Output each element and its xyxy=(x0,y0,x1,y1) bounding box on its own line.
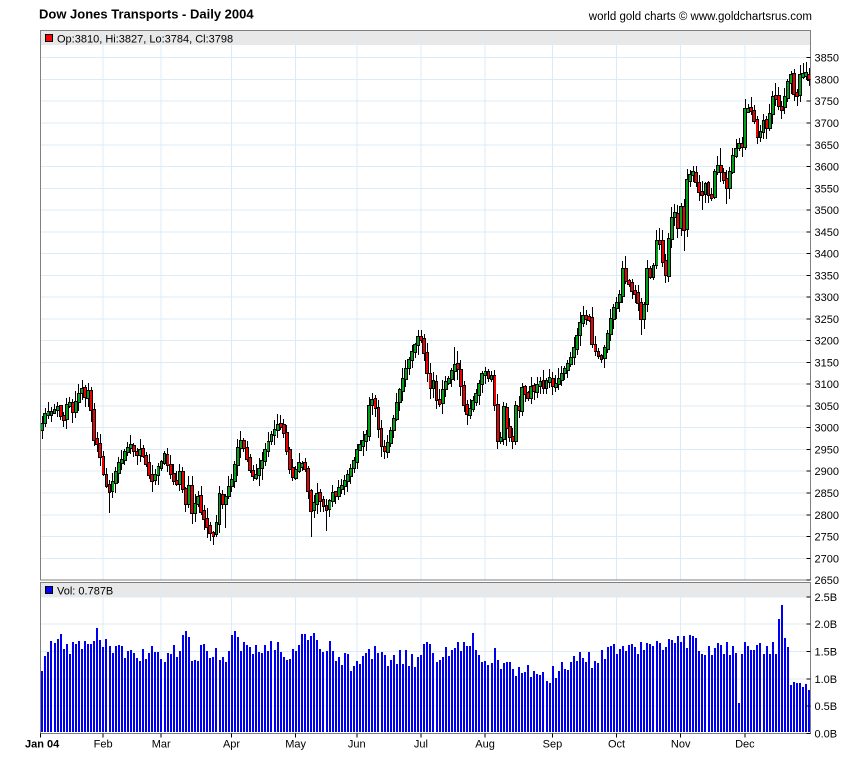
svg-text:Vol: 0.787B: Vol: 0.787B xyxy=(57,586,113,598)
svg-text:3000: 3000 xyxy=(815,423,839,435)
svg-text:Jun: Jun xyxy=(348,739,366,751)
svg-text:0.0B: 0.0B xyxy=(815,728,838,740)
svg-text:1.0B: 1.0B xyxy=(815,674,838,686)
svg-text:Dec: Dec xyxy=(735,739,755,751)
svg-text:3650: 3650 xyxy=(815,140,839,152)
svg-text:1.5B: 1.5B xyxy=(815,646,838,658)
svg-text:2650: 2650 xyxy=(815,575,839,587)
svg-text:3100: 3100 xyxy=(815,379,839,391)
svg-text:3150: 3150 xyxy=(815,357,839,369)
svg-text:2850: 2850 xyxy=(815,488,839,500)
svg-text:2900: 2900 xyxy=(815,466,839,478)
svg-text:3850: 3850 xyxy=(815,53,839,65)
svg-text:Feb: Feb xyxy=(94,739,113,751)
svg-text:2800: 2800 xyxy=(815,510,839,522)
svg-text:world gold charts © www.goldch: world gold charts © www.goldchartsrus.co… xyxy=(588,11,812,23)
svg-text:2950: 2950 xyxy=(815,445,839,457)
svg-text:Nov: Nov xyxy=(671,739,691,751)
svg-text:3450: 3450 xyxy=(815,227,839,239)
svg-text:0.5B: 0.5B xyxy=(815,701,838,713)
svg-text:2.5B: 2.5B xyxy=(815,592,838,604)
svg-text:Oct: Oct xyxy=(608,739,625,751)
svg-text:Dow Jones Transports - Daily 2: Dow Jones Transports - Daily 2004 xyxy=(39,7,254,22)
svg-text:3200: 3200 xyxy=(815,336,839,348)
svg-text:3250: 3250 xyxy=(815,314,839,326)
svg-text:2.0B: 2.0B xyxy=(815,619,838,631)
svg-text:May: May xyxy=(285,739,306,751)
svg-text:3500: 3500 xyxy=(815,205,839,217)
svg-text:Sep: Sep xyxy=(543,739,563,751)
svg-text:3750: 3750 xyxy=(815,96,839,108)
svg-text:Jul: Jul xyxy=(414,739,428,751)
svg-text:Jan 04: Jan 04 xyxy=(25,739,60,751)
svg-text:2700: 2700 xyxy=(815,553,839,565)
svg-text:Op:3810, Hi:3827, Lo:3784, Cl:: Op:3810, Hi:3827, Lo:3784, Cl:3798 xyxy=(57,34,233,46)
svg-text:Aug: Aug xyxy=(475,739,495,751)
svg-text:3350: 3350 xyxy=(815,270,839,282)
svg-text:3800: 3800 xyxy=(815,75,839,87)
svg-text:3700: 3700 xyxy=(815,118,839,130)
svg-text:3400: 3400 xyxy=(815,249,839,261)
svg-text:3300: 3300 xyxy=(815,292,839,304)
svg-text:Apr: Apr xyxy=(223,739,240,751)
svg-text:Mar: Mar xyxy=(152,739,171,751)
svg-text:3600: 3600 xyxy=(815,162,839,174)
svg-text:2750: 2750 xyxy=(815,532,839,544)
svg-text:3050: 3050 xyxy=(815,401,839,413)
svg-text:3550: 3550 xyxy=(815,183,839,195)
